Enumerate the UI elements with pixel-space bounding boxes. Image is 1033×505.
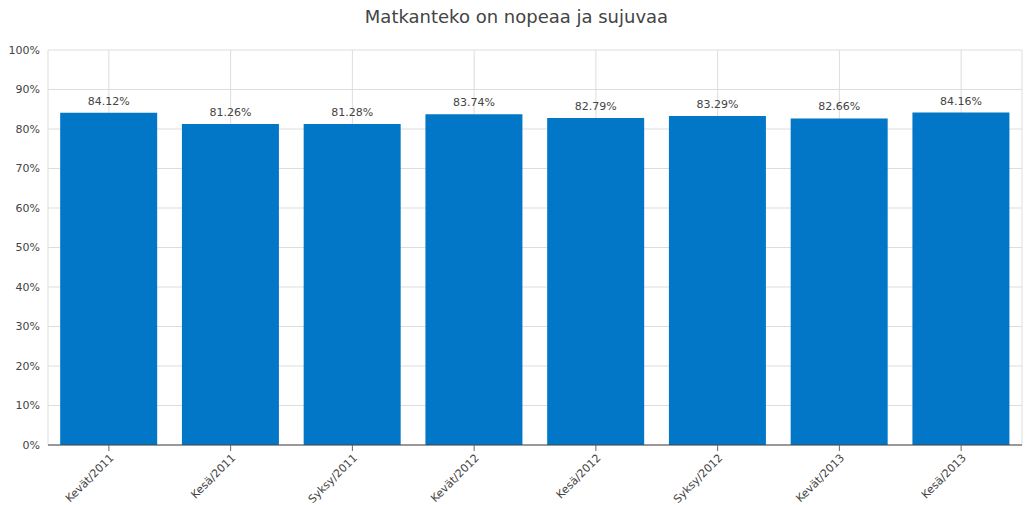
svg-text:82.66%: 82.66% (818, 100, 860, 113)
svg-text:40%: 40% (16, 281, 40, 294)
svg-text:0%: 0% (23, 439, 40, 452)
svg-text:Syksy/2011: Syksy/2011 (306, 451, 360, 505)
svg-text:10%: 10% (16, 399, 40, 412)
svg-text:Kevät/2011: Kevät/2011 (63, 451, 117, 505)
svg-text:60%: 60% (16, 202, 40, 215)
svg-text:82.79%: 82.79% (575, 100, 617, 113)
svg-text:20%: 20% (16, 360, 40, 373)
svg-text:Kesä/2012: Kesä/2012 (554, 451, 604, 501)
svg-text:81.28%: 81.28% (331, 106, 373, 119)
svg-text:50%: 50% (16, 241, 40, 254)
svg-text:Kevät/2012: Kevät/2012 (428, 451, 482, 505)
html-text:Matkanteko on nopeaa ja sujuva: Matkanteko on nopeaa ja sujuvaa (364, 6, 669, 27)
svg-text:Syksy/2012: Syksy/2012 (671, 451, 725, 505)
svg-text:81.26%: 81.26% (209, 106, 251, 119)
svg-text:Kesä/2011: Kesä/2011 (188, 451, 238, 501)
svg-text:83.74%: 83.74% (453, 96, 495, 109)
svg-text:80%: 80% (16, 123, 40, 136)
svg-text:83.29%: 83.29% (696, 98, 738, 111)
svg-text:30%: 30% (16, 320, 40, 333)
svg-text:84.16%: 84.16% (940, 95, 982, 108)
svg-text:70%: 70% (16, 162, 40, 175)
svg-text:100%: 100% (9, 44, 40, 57)
svg-text:Kesä/2013: Kesä/2013 (919, 451, 969, 501)
svg-text:84.12%: 84.12% (88, 95, 130, 108)
svg-text:90%: 90% (16, 83, 40, 96)
svg-text:Kevät/2013: Kevät/2013 (793, 451, 847, 505)
